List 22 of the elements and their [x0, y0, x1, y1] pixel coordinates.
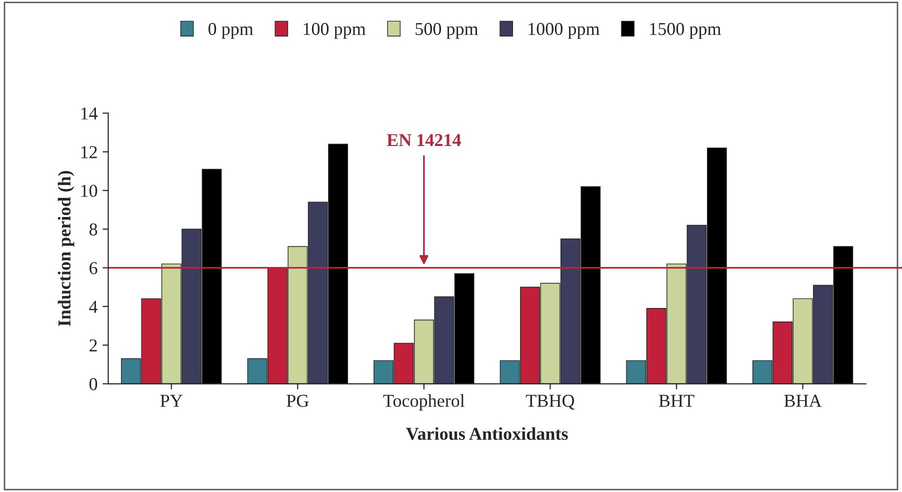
y-tick-label: 8: [89, 223, 98, 236]
y-tick-label: 10: [81, 184, 98, 197]
legend-label: 500 ppm: [416, 22, 478, 39]
legend-label: 0 ppm: [208, 22, 254, 39]
x-tick-label: BHA: [784, 394, 822, 407]
x-tick-label: Tocopherol: [383, 394, 465, 411]
x-tick-label: PG: [286, 394, 309, 407]
x-axis-title: Various Antioxidants: [406, 427, 568, 440]
annotation: EN 14214: [386, 134, 461, 146]
y-tick-label: 6: [90, 262, 98, 274]
y-tick-label: 4: [89, 300, 98, 313]
legend-label: 100 ppm: [304, 22, 366, 39]
y-tick-label: 12: [81, 146, 97, 158]
legend-label: 1000 ppm: [528, 22, 600, 39]
x-tick-label: PY: [160, 394, 182, 407]
x-tick-label: TBHQ: [526, 394, 574, 410]
legend-label: 1500 ppm: [650, 22, 721, 39]
x-tick-label: BHT: [658, 394, 694, 407]
y-axis-title: Induction period (h): [58, 170, 74, 326]
y-tick-label: 14: [81, 108, 98, 120]
y-tick-label: 2: [90, 339, 97, 352]
y-tick-label: 0: [89, 378, 98, 390]
